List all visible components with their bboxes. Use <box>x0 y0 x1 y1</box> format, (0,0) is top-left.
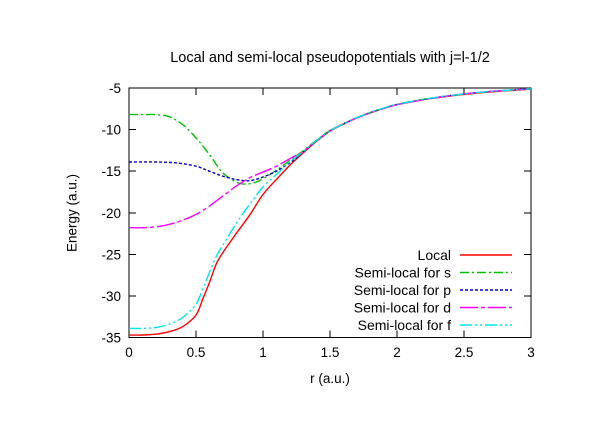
x-tick-label: 2 <box>393 345 401 360</box>
y-tick-label: -35 <box>101 331 121 346</box>
y-tick-label: -30 <box>101 289 121 304</box>
legend-label-semi-local-for-p: Semi-local for p <box>354 282 451 298</box>
y-tick-label: -20 <box>101 206 121 221</box>
legend-label-semi-local-for-d: Semi-local for d <box>354 300 451 316</box>
x-tick-label: 1.5 <box>321 345 340 360</box>
series-line-local <box>128 88 532 336</box>
x-tick-label: 0.5 <box>187 345 206 360</box>
y-tick-label: -25 <box>101 247 121 262</box>
x-tick-label: 0 <box>125 345 133 360</box>
legend-label-semi-local-for-f: Semi-local for f <box>358 317 451 333</box>
y-tick-label: -10 <box>101 123 121 138</box>
y-tick-label: -15 <box>101 164 121 179</box>
x-tick-label: 2.5 <box>455 345 474 360</box>
series-line-semi-local-for-f <box>128 88 532 330</box>
chart-title: Local and semi-local pseudopotentials wi… <box>170 50 490 66</box>
x-axis-label: r (a.u.) <box>310 371 350 386</box>
legend-label-local: Local <box>418 247 451 263</box>
series-line-semi-local-for-s <box>129 88 532 185</box>
series-line-semi-local-for-p <box>128 88 532 182</box>
y-tick-label: -5 <box>109 81 121 96</box>
x-tick-label: 3 <box>527 345 535 360</box>
series-line-semi-local-for-d <box>128 88 532 229</box>
legend-label-semi-local-for-s: Semi-local for s <box>355 265 451 281</box>
x-tick-label: 1 <box>259 345 267 360</box>
plot-border <box>128 87 532 338</box>
